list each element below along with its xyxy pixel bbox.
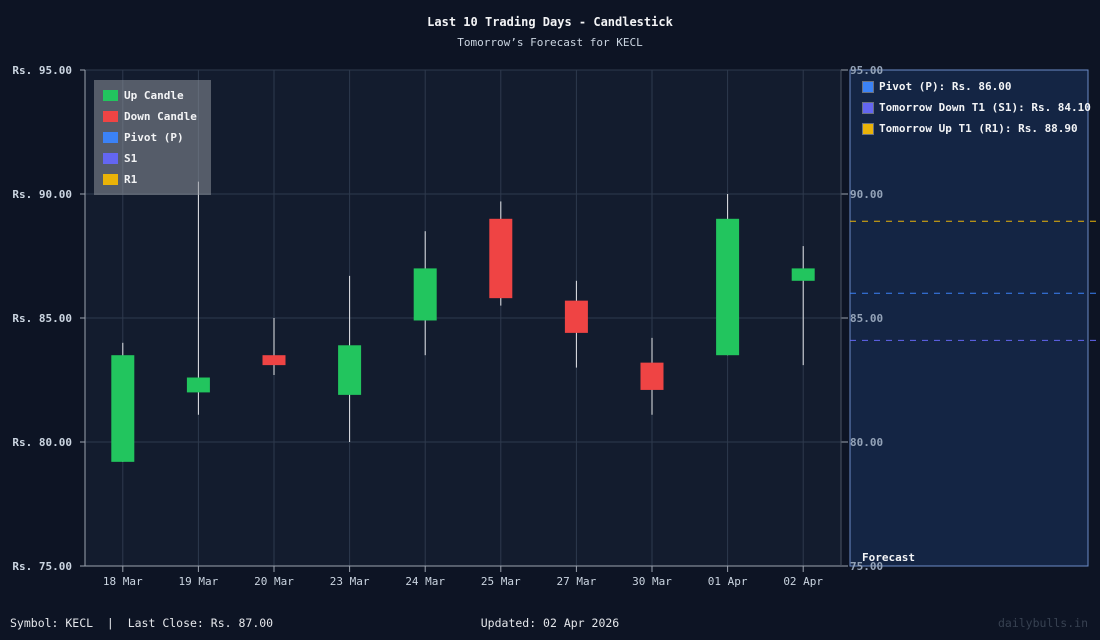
x-tick-label: 30 Mar xyxy=(632,575,672,588)
y-tick-label: Rs. 90.00 xyxy=(12,188,72,201)
chart-legend: Up Candle Down Candle Pivot (P) S1 R1 xyxy=(94,80,211,195)
forecast-y-tick-label: 75.00 xyxy=(850,560,883,573)
legend-label: S1 xyxy=(124,151,138,165)
chart-title: Last 10 Trading Days - Candlestick xyxy=(427,15,673,29)
y-tick-label: Rs. 95.00 xyxy=(12,64,72,77)
forecast-panel-label: Forecast xyxy=(862,551,915,564)
r1-swatch-icon xyxy=(103,173,118,185)
legend-label: Up Candle xyxy=(124,88,184,102)
legend-item-down-candle: Down Candle xyxy=(103,109,197,123)
forecast-legend-pivot: Pivot (P): Rs. 86.00 xyxy=(862,80,1011,93)
forecast-legend-r1: Tomorrow Up T1 (R1): Rs. 88.90 xyxy=(862,122,1078,135)
x-tick-label: 20 Mar xyxy=(254,575,294,588)
x-tick-label: 27 Mar xyxy=(557,575,597,588)
x-tick-label: 25 Mar xyxy=(481,575,521,588)
down-candle xyxy=(564,300,588,333)
up-candle xyxy=(111,355,135,462)
down-candle xyxy=(640,362,664,390)
up-candle xyxy=(791,268,815,281)
legend-item-s1: S1 xyxy=(103,151,137,165)
legend-item-r1: R1 xyxy=(103,172,137,186)
forecast-y-tick-label: 90.00 xyxy=(850,188,883,201)
up-candle xyxy=(338,345,362,395)
legend-label: Down Candle xyxy=(124,109,197,123)
footer-watermark: dailybulls.in xyxy=(997,616,1088,630)
x-tick-label: 02 Apr xyxy=(783,575,823,588)
forecast-y-tick-label: 85.00 xyxy=(850,312,883,325)
legend-item-up-candle: Up Candle xyxy=(103,88,184,102)
down-candle xyxy=(489,218,513,299)
x-tick-label: 01 Apr xyxy=(708,575,748,588)
forecast-y-tick-label: 80.00 xyxy=(850,436,883,449)
chart-subtitle: Tomorrow’s Forecast for KECL xyxy=(457,36,643,49)
forecast-s1-label: Tomorrow Down T1 (S1): Rs. 84.10 xyxy=(879,101,1091,114)
x-tick-label: 24 Mar xyxy=(405,575,445,588)
pivot-swatch-icon xyxy=(862,80,874,93)
forecast-legend-s1: Tomorrow Down T1 (S1): Rs. 84.10 xyxy=(862,101,1091,114)
up-candle xyxy=(186,377,210,393)
forecast-r1-label: Tomorrow Up T1 (R1): Rs. 88.90 xyxy=(879,122,1078,135)
y-tick-label: Rs. 80.00 xyxy=(12,436,72,449)
down-candle-swatch-icon xyxy=(103,110,118,122)
r1-swatch-icon xyxy=(862,122,874,135)
x-tick-label: 23 Mar xyxy=(330,575,370,588)
up-candle xyxy=(413,268,437,321)
up-candle xyxy=(716,218,740,356)
x-tick-label: 18 Mar xyxy=(103,575,143,588)
y-tick-label: Rs. 75.00 xyxy=(12,560,72,573)
forecast-pivot-label: Pivot (P): Rs. 86.00 xyxy=(879,80,1012,93)
footer-updated: Updated: 02 Apr 2026 xyxy=(480,616,620,630)
x-tick-label: 19 Mar xyxy=(179,575,219,588)
footer-symbol-info: Symbol: KECL | Last Close: Rs. 87.00 xyxy=(10,616,274,630)
down-candle xyxy=(262,355,286,366)
forecast-panel xyxy=(849,69,1089,567)
s1-swatch-icon xyxy=(862,101,874,114)
legend-label: Pivot (P) xyxy=(124,130,184,144)
legend-label: R1 xyxy=(124,172,138,186)
pivot-swatch-icon xyxy=(103,131,118,143)
y-tick-label: Rs. 85.00 xyxy=(12,312,72,325)
forecast-y-tick-label: 95.00 xyxy=(850,64,883,77)
legend-item-pivot: Pivot (P) xyxy=(103,130,184,144)
s1-swatch-icon xyxy=(103,152,118,164)
up-candle-swatch-icon xyxy=(103,89,118,101)
